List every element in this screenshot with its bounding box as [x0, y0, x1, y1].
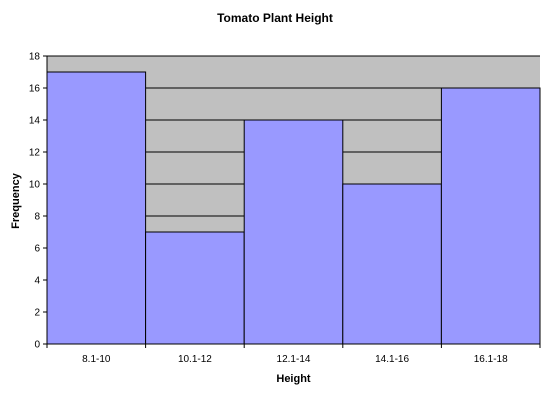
bar	[46, 71, 147, 345]
x-tick-label: 12.1-14	[277, 354, 311, 365]
y-tick-label: 18	[29, 52, 41, 63]
x-tick-label: 16.1-18	[474, 354, 508, 365]
y-tick-label: 0	[34, 340, 40, 351]
y-tick-label: 2	[34, 308, 40, 319]
x-tick-label: 14.1-16	[375, 354, 409, 365]
y-tick-label: 16	[29, 84, 41, 95]
y-tick-label: 8	[34, 212, 40, 223]
y-tick-label: 6	[34, 244, 40, 255]
bar	[440, 87, 541, 345]
bar	[342, 183, 442, 345]
x-tick-label: 10.1-12	[178, 354, 212, 365]
x-axis-label: Height	[276, 373, 311, 385]
bar	[243, 119, 344, 345]
y-axis-label: Frequency	[10, 173, 22, 229]
chart-title: Tomato Plant Height	[217, 11, 333, 25]
y-tick-label: 14	[29, 116, 41, 127]
y-tick-label: 4	[34, 276, 40, 287]
y-tick-label: 10	[29, 180, 41, 191]
y-tick-label: 12	[29, 148, 41, 159]
bar	[145, 231, 245, 345]
x-tick-label: 8.1-10	[82, 354, 111, 365]
